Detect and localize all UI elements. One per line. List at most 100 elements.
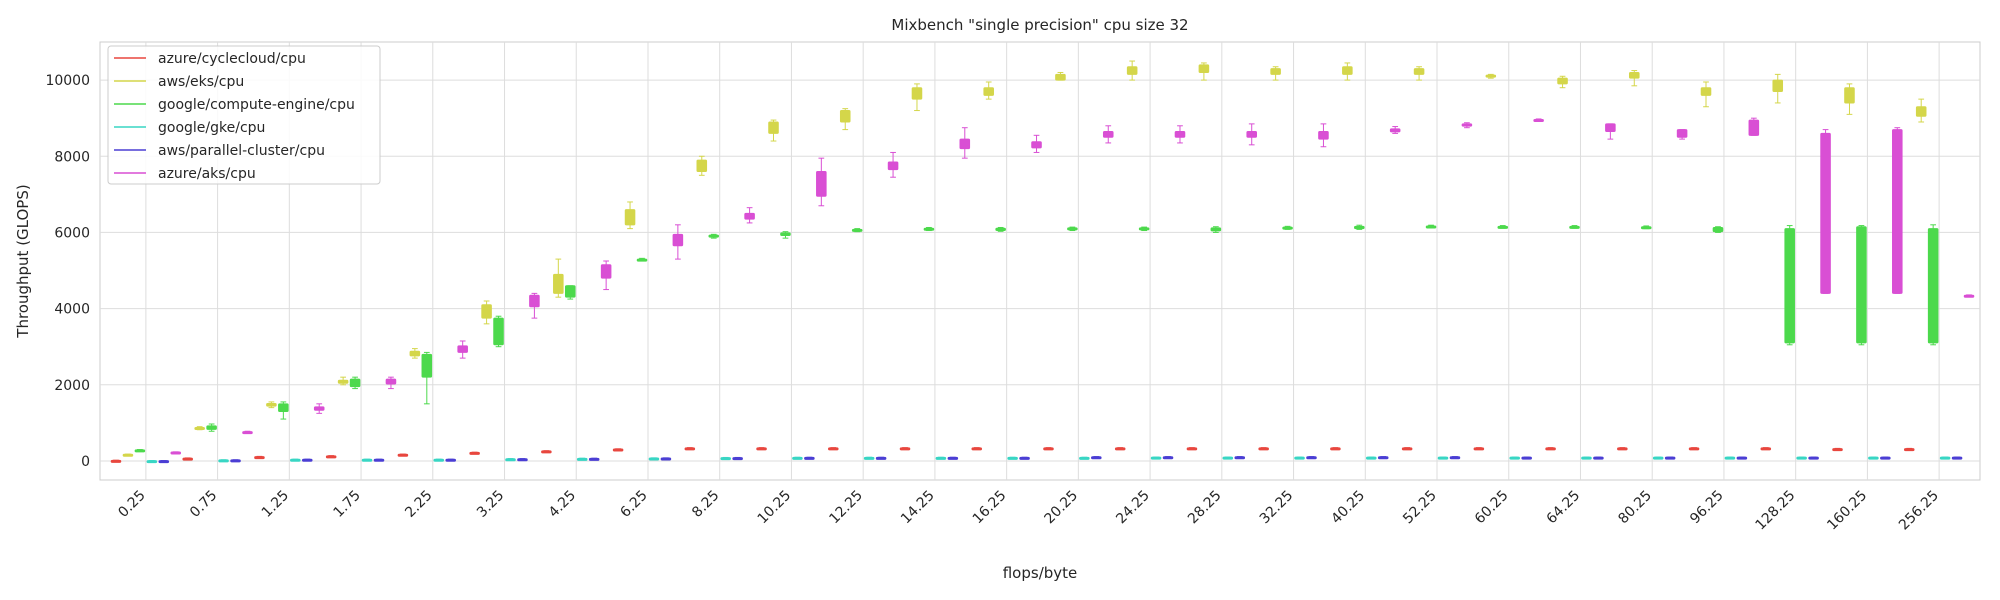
box-iqr <box>158 460 170 464</box>
x-axis-label: flops/byte <box>1003 564 1078 582</box>
box-mark <box>1186 447 1198 451</box>
box-iqr <box>254 456 265 460</box>
legend-label: aws/eks/cpu <box>158 74 244 90</box>
x-tick-label: 0.25 <box>115 488 148 521</box>
box-mark <box>1581 456 1592 460</box>
box-mark <box>1330 447 1341 451</box>
box-mark <box>1688 447 1700 451</box>
box-iqr <box>1569 225 1580 229</box>
box-mark <box>875 456 887 460</box>
box-mark <box>1365 456 1377 460</box>
x-tick-label: 12.25 <box>826 488 866 528</box>
box-mark <box>720 456 731 461</box>
box-iqr <box>1557 77 1568 85</box>
box-iqr <box>971 447 983 451</box>
x-tick-label: 60.25 <box>1472 488 1512 528</box>
box-iqr <box>1222 456 1234 460</box>
box-mark <box>624 201 636 230</box>
box-mark <box>266 401 277 409</box>
box-mark <box>1091 456 1102 460</box>
box-iqr <box>1401 447 1413 451</box>
box-mark <box>158 460 170 464</box>
box-mark <box>1234 456 1246 460</box>
box-iqr <box>1437 456 1449 460</box>
box-iqr <box>780 232 791 236</box>
box-mark <box>708 233 720 239</box>
y-tick-label: 10000 <box>45 73 90 89</box>
box-iqr <box>1162 456 1174 460</box>
box-iqr <box>1856 226 1867 344</box>
box-mark <box>1521 456 1532 460</box>
x-tick-label: 128.25 <box>1753 488 1799 534</box>
box-mark <box>529 292 540 319</box>
box-mark <box>493 315 504 348</box>
box-mark <box>1509 456 1521 460</box>
box-iqr <box>242 431 253 435</box>
box-mark <box>947 456 959 460</box>
box-mark <box>1413 66 1425 81</box>
box-mark <box>1389 126 1401 134</box>
legend-label: azure/cyclecloud/cpu <box>158 51 306 67</box>
box-iqr <box>1880 456 1891 460</box>
box-mark <box>1617 447 1628 451</box>
box-iqr <box>1031 141 1042 149</box>
box-iqr <box>170 451 182 455</box>
box-iqr <box>278 403 289 412</box>
x-tick-label: 1.25 <box>259 488 292 521</box>
box-mark <box>804 456 815 460</box>
box-mark <box>457 340 468 359</box>
box-iqr <box>935 456 947 460</box>
y-tick-label: 4000 <box>54 302 90 318</box>
box-mark <box>1342 62 1353 81</box>
box-mark <box>744 207 755 224</box>
box-iqr <box>983 87 994 96</box>
box-mark <box>1222 456 1234 460</box>
box-mark <box>1282 225 1293 230</box>
box-mark <box>1784 225 1795 346</box>
box-mark <box>385 376 397 390</box>
y-tick-label: 8000 <box>54 149 90 165</box>
box-mark <box>1126 60 1138 81</box>
box-iqr <box>995 227 1006 232</box>
box-iqr <box>1808 456 1819 460</box>
box-iqr <box>588 457 600 461</box>
box-mark <box>983 81 994 100</box>
box-mark <box>684 447 696 451</box>
box-iqr <box>457 345 468 353</box>
box-iqr <box>1509 456 1521 460</box>
box-mark <box>1903 447 1915 452</box>
box-mark <box>1079 456 1090 460</box>
box-iqr <box>1342 66 1353 75</box>
box-iqr <box>349 378 361 388</box>
box-iqr <box>1150 456 1162 460</box>
box-iqr <box>1605 123 1616 133</box>
box-iqr <box>1640 226 1652 230</box>
box-iqr <box>1449 456 1461 460</box>
box-mark <box>1892 127 1903 294</box>
box-iqr <box>1868 456 1879 460</box>
box-mark <box>409 348 421 359</box>
box-iqr <box>624 209 636 226</box>
box-mark <box>1174 125 1186 144</box>
box-mark <box>1736 456 1748 460</box>
box-mark <box>672 224 684 260</box>
box-mark <box>1569 225 1580 229</box>
box-iqr <box>1079 456 1090 460</box>
box-mark <box>553 258 564 298</box>
box-iqr <box>301 458 313 462</box>
box-mark <box>301 458 313 462</box>
box-iqr <box>1413 68 1425 75</box>
box-iqr <box>481 304 492 319</box>
box-mark <box>517 458 528 462</box>
x-tick-label: 96.25 <box>1687 488 1727 528</box>
box-iqr <box>1198 64 1210 73</box>
box-mark <box>421 351 433 405</box>
box-iqr <box>122 453 134 457</box>
box-mark <box>1712 226 1724 233</box>
box-mark <box>1772 73 1784 104</box>
box-mark <box>756 447 767 451</box>
box-mark <box>576 457 588 461</box>
box-mark <box>995 226 1006 232</box>
x-tick-label: 16.25 <box>970 488 1010 528</box>
box-iqr <box>1784 228 1795 344</box>
